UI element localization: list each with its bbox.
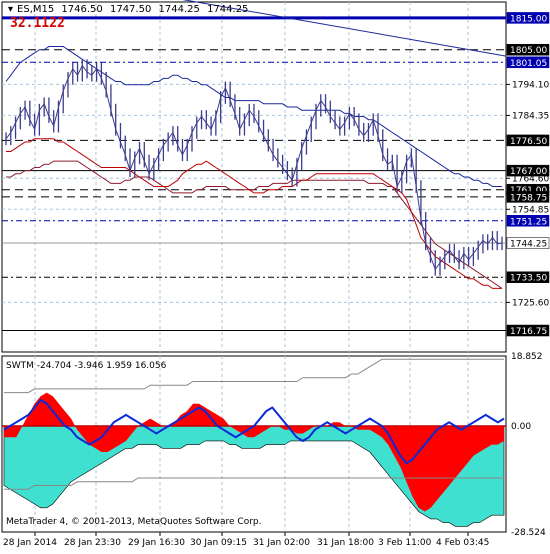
trend-line — [182, 0, 507, 57]
ma-slow-line — [6, 160, 503, 289]
band-upper-line — [5, 46, 502, 187]
price-tick-label: 1725.60 — [512, 298, 549, 308]
indicator-pane — [2, 358, 506, 527]
chart-header: ▾ ES,M15 1746.50 1747.50 1744.25 1744.25 — [8, 4, 252, 15]
indicator-label: SWTM — [6, 361, 34, 371]
envelope-lower-line — [4, 477, 504, 490]
level-label: 1716.75 — [510, 327, 547, 337]
time-tick-label: 31 Jan 18:00 — [317, 538, 374, 548]
time-tick-label: 30 Jan 09:15 — [190, 538, 247, 548]
price-tick-label: 1784.35 — [512, 111, 549, 121]
level-label: 1801.05 — [510, 59, 547, 69]
envelope-upper-line — [4, 358, 504, 394]
level-label-box — [506, 215, 550, 227]
level-label: 1767.00 — [510, 167, 547, 177]
indicator-header: SWTM -24.704 -3.946 1.959 16.056 — [6, 361, 166, 371]
level-label-box — [506, 134, 550, 147]
time-axis: 28 Jan 2014 28 Jan 23:30 29 Jan 16:30 30 Ja… — [3, 532, 489, 548]
level-label: 1776.50 — [510, 137, 547, 147]
high-value: 1747.50 — [109, 4, 152, 15]
price-pane-frame — [1, 1, 507, 353]
close-value: 1744.25 — [207, 4, 249, 15]
dropdown-arrow-icon[interactable]: ▾ — [8, 4, 14, 15]
price-tick-label: 1764.60 — [512, 174, 549, 184]
time-tick-label: 29 Jan 16:30 — [128, 538, 185, 548]
level-label-box — [506, 237, 550, 249]
time-tick-label: 28 Jan 2014 — [3, 538, 57, 548]
price-axis: 1794.10 1784.35 1764.60 1754.85 1725.60 1815.… — [506, 12, 549, 538]
level-label: 1815.00 — [510, 14, 547, 24]
level-label: 1733.50 — [510, 274, 547, 284]
level-label: 1805.00 — [510, 46, 547, 56]
level-label-box — [506, 271, 550, 283]
red-histogram-area — [4, 392, 504, 512]
cyan-area — [3, 425, 505, 527]
level-label-box — [506, 56, 550, 69]
time-tick-label: 3 Feb 11:00 — [378, 538, 432, 548]
open-value: 1746.50 — [61, 4, 103, 15]
copyright-text: MetaTrader 4, © 2001-2013, MetaQuotes So… — [6, 517, 262, 527]
indicator-pane-frame — [1, 355, 507, 533]
level-label: 1751.25 — [510, 217, 547, 227]
time-tick-label: 4 Feb 03:45 — [436, 538, 489, 548]
symbol-label: ES,M15 — [17, 4, 55, 15]
level-label: 1744.25 — [510, 240, 547, 250]
time-tick-label: 31 Jan 02:00 — [253, 538, 310, 548]
time-tick-label: 28 Jan 23:30 — [64, 538, 121, 548]
level-label-box — [506, 324, 550, 337]
level-label-box — [506, 191, 550, 203]
ma-fast-line — [6, 138, 502, 289]
indicator-tick-label: 0.00 — [511, 422, 531, 432]
price-pane — [2, 0, 507, 332]
low-value: 1744.25 — [158, 4, 200, 15]
level-label-box — [506, 43, 550, 56]
level-label-box — [506, 12, 550, 24]
indicator-blue-line — [3, 398, 505, 465]
indicator-tick-label: -28.524 — [511, 528, 546, 538]
price-line — [5, 64, 503, 271]
price-tick-label: 1794.10 — [512, 80, 549, 90]
level-label-box — [506, 164, 550, 177]
indicator-tick-label: 18.852 — [511, 352, 543, 362]
indicator-values: -24.704 -3.946 1.959 16.056 — [36, 361, 167, 371]
price-tick-label: 1754.85 — [512, 205, 549, 215]
level-label: 1758.75 — [510, 193, 547, 203]
big-indicator-value: 32.1122 — [10, 16, 65, 31]
